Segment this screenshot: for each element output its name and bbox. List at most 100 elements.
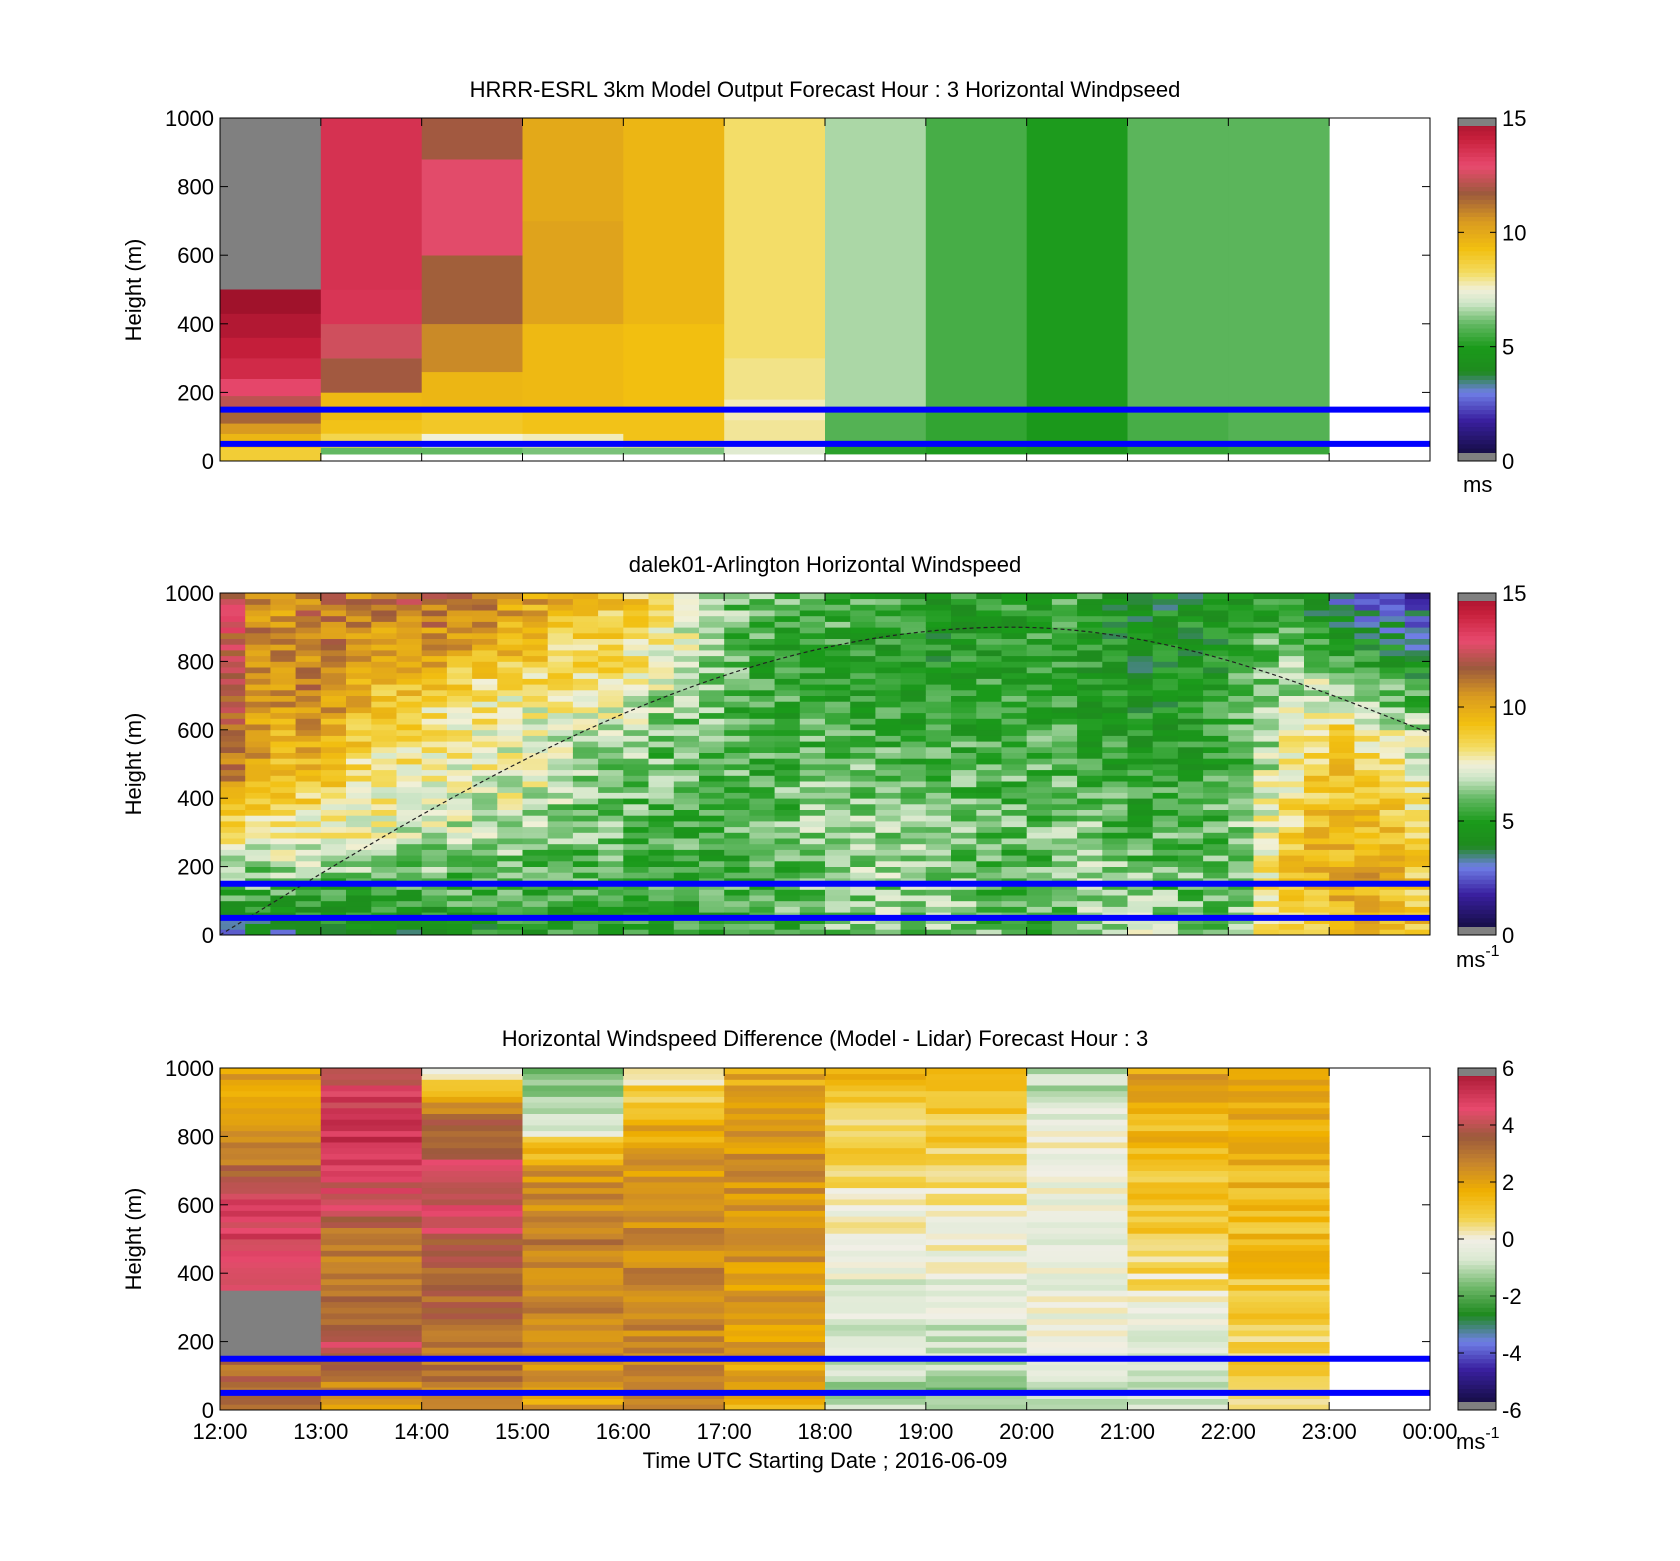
lidar-cell: [522, 661, 549, 668]
lidar-cell: [1177, 803, 1204, 810]
lidar-cell: [1304, 746, 1330, 753]
lidar-cell: [1102, 718, 1128, 725]
lidar-cell: [774, 746, 801, 753]
lidar-cell: [320, 843, 347, 850]
lidar-cell: [270, 672, 296, 679]
difference-cell: [522, 1233, 624, 1240]
lidar-cell: [623, 883, 649, 890]
difference-cell: [320, 1130, 423, 1137]
lidar-cell: [220, 718, 246, 725]
lidar-cell: [1329, 764, 1355, 771]
difference-cell: [1127, 1113, 1229, 1120]
difference-cell: [925, 1358, 1028, 1365]
difference-cell: [925, 1204, 1028, 1211]
lidar-cell: [396, 593, 423, 600]
model-cell: [421, 255, 523, 325]
lidar-cell: [774, 718, 801, 725]
difference-cell: [825, 1296, 927, 1303]
lidar-cell: [396, 746, 423, 753]
lidar-cell: [1354, 672, 1380, 679]
lidar-cell: [925, 809, 952, 816]
difference-cell: [1228, 1244, 1330, 1251]
lidar-cell: [875, 860, 901, 867]
lidar-cell: [1077, 786, 1103, 793]
lidar-cell: [446, 883, 473, 890]
lidar-cell: [951, 798, 977, 805]
lidar-cell: [245, 667, 271, 674]
lidar-cell: [270, 769, 296, 776]
lidar-cell: [1152, 803, 1179, 810]
difference-cell: [421, 1159, 523, 1166]
lidar-cell: [749, 701, 775, 708]
lidar-cell: [1102, 684, 1128, 691]
colorbar-swatch: [1458, 143, 1496, 149]
colorbar-tick-label: 2: [1502, 1170, 1514, 1195]
lidar-cell: [522, 803, 549, 810]
lidar-cell: [1329, 809, 1355, 816]
lidar-cell: [421, 843, 448, 850]
panel-difference-ylabel: Height (m): [121, 1188, 146, 1291]
lidar-cell: [749, 598, 775, 605]
colorbar-swatch: [1458, 870, 1496, 876]
lidar-cell: [572, 598, 599, 605]
lidar-cell: [875, 701, 901, 708]
difference-cell: [1127, 1125, 1229, 1132]
lidar-cell: [1152, 809, 1179, 816]
difference-cell: [1228, 1341, 1330, 1348]
lidar-cell: [799, 826, 826, 833]
lidar-cell: [1026, 644, 1053, 651]
lidar-cell: [320, 764, 347, 771]
lidar-cell: [1177, 866, 1204, 873]
lidar-cell: [346, 883, 372, 890]
lidar-cell: [547, 781, 574, 788]
lidar-cell: [1278, 849, 1305, 856]
lidar-cell: [572, 815, 599, 822]
lidar-cell: [245, 746, 271, 753]
lidar-cell: [850, 707, 876, 714]
panel-lidar-heatmap: [220, 593, 1430, 935]
difference-cell: [1127, 1364, 1229, 1371]
colorbar-swatch: [1458, 439, 1496, 445]
lidar-cell: [270, 678, 296, 685]
lidar-cell: [421, 889, 448, 896]
lidar-cell: [270, 695, 296, 702]
lidar-cell: [900, 815, 927, 822]
difference-cell: [522, 1307, 624, 1314]
lidar-cell: [1278, 860, 1305, 867]
lidar-cell: [1102, 900, 1128, 907]
lidar-cell: [1177, 615, 1204, 622]
difference-cell: [724, 1079, 826, 1086]
lidar-cell: [1102, 621, 1128, 628]
lidar-cell: [497, 707, 523, 714]
lidar-cell: [522, 735, 549, 742]
lidar-cell: [976, 678, 1002, 685]
lidar-cell: [648, 610, 675, 617]
lidar-cell: [774, 758, 801, 765]
difference-cell: [925, 1296, 1028, 1303]
lidar-cell: [1102, 735, 1128, 742]
lidar-cell: [472, 650, 498, 657]
lidar-cell: [1253, 746, 1280, 753]
lidar-cell: [245, 769, 271, 776]
lidar-cell: [774, 729, 801, 736]
y-tick-label: 600: [177, 243, 214, 268]
lidar-cell: [396, 917, 423, 924]
lidar-cell: [1329, 883, 1355, 890]
lidar-cell: [472, 712, 498, 719]
difference-cell: [1026, 1284, 1128, 1291]
lidar-cell: [1001, 895, 1028, 902]
difference-cell: [1127, 1381, 1229, 1388]
lidar-cell: [295, 764, 322, 771]
lidar-cell: [900, 729, 927, 736]
lidar-cell: [1228, 758, 1254, 765]
lidar-cell: [371, 855, 397, 862]
lidar-cell: [472, 707, 498, 714]
lidar-cell: [371, 672, 397, 679]
lidar-cell: [976, 752, 1002, 759]
lidar-cell: [900, 855, 927, 862]
lidar-cell: [900, 604, 927, 611]
colorbar-swatch: [1458, 1268, 1496, 1274]
difference-cell: [220, 1147, 322, 1154]
lidar-cell: [1329, 684, 1355, 691]
colorbar-swatch: [1458, 345, 1496, 350]
